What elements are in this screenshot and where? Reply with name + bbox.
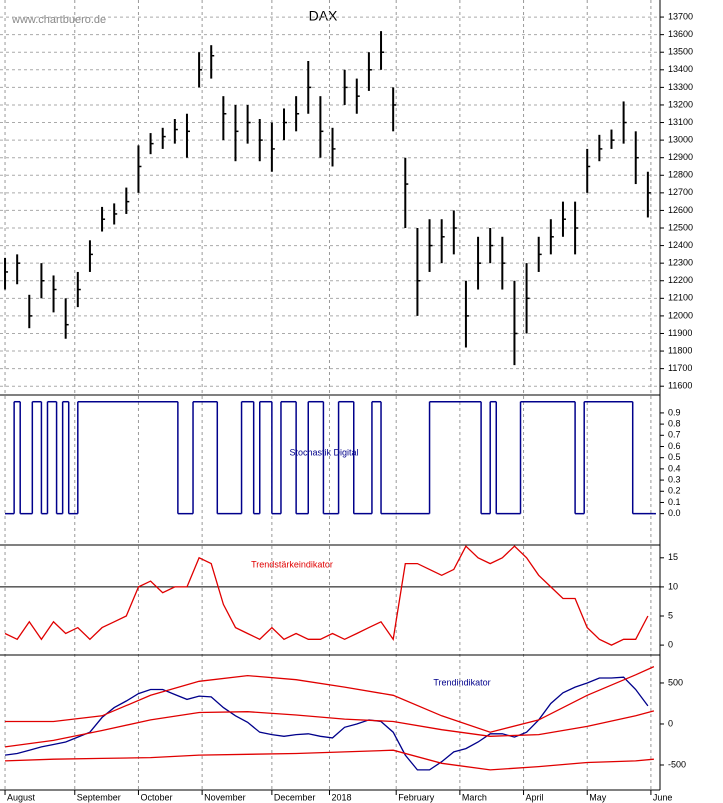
y-tick-label: 12200 xyxy=(668,275,693,285)
y-tick-label: 13100 xyxy=(668,117,693,127)
y-tick-label: 10 xyxy=(668,581,678,591)
series-line xyxy=(4,545,649,646)
panel-label: Trendindikator xyxy=(433,677,490,687)
y-tick-label: 12500 xyxy=(668,222,693,232)
series-line xyxy=(4,676,649,771)
source: www.chartbuero.de xyxy=(11,14,106,26)
y-tick-label: 0.1 xyxy=(668,497,681,507)
x-tick-label: October xyxy=(140,792,172,802)
chart-title: DAX xyxy=(309,8,338,24)
y-tick-label: 0.3 xyxy=(668,474,681,484)
series-line xyxy=(4,710,655,748)
y-tick-label: 12000 xyxy=(668,310,693,320)
y-tick-label: 0.0 xyxy=(668,508,681,518)
y-tick-label: 500 xyxy=(668,677,683,687)
panel-label: Trendstärkeindikator xyxy=(251,559,333,569)
x-tick-label: February xyxy=(398,792,435,802)
y-tick-label: 13500 xyxy=(668,47,693,57)
series-line xyxy=(5,666,655,733)
y-tick-label: 13600 xyxy=(668,29,693,39)
y-tick-label: 12700 xyxy=(668,187,693,197)
y-tick-label: 13400 xyxy=(668,64,693,74)
y-tick-label: 0.8 xyxy=(668,418,681,428)
y-tick-label: 0.5 xyxy=(668,452,681,462)
y-tick-label: 0 xyxy=(668,718,673,728)
x-tick-label: April xyxy=(526,792,544,802)
y-tick-label: 12900 xyxy=(668,152,693,162)
y-tick-label: 12100 xyxy=(668,293,693,303)
x-tick-label: 2018 xyxy=(331,792,351,802)
x-tick-label: June xyxy=(653,792,673,802)
y-tick-label: 12400 xyxy=(668,240,693,250)
y-tick-label: -500 xyxy=(668,759,686,769)
y-tick-label: 0.9 xyxy=(668,407,681,417)
x-tick-label: August xyxy=(7,792,36,802)
y-tick-label: 0 xyxy=(668,639,673,649)
y-tick-label: 5 xyxy=(668,610,673,620)
x-tick-label: December xyxy=(274,792,316,802)
y-tick-label: 0.6 xyxy=(668,441,681,451)
y-tick-label: 0.7 xyxy=(668,430,681,440)
y-tick-label: 13000 xyxy=(668,134,693,144)
series-line xyxy=(4,749,654,771)
x-tick-label: November xyxy=(204,792,246,802)
y-tick-label: 11600 xyxy=(668,381,692,391)
y-tick-label: 12300 xyxy=(668,258,693,268)
y-tick-label: 13300 xyxy=(668,82,693,92)
y-tick-label: 0.2 xyxy=(668,486,681,496)
y-tick-label: 13700 xyxy=(668,11,693,21)
y-tick-label: 11900 xyxy=(668,328,692,338)
y-tick-label: 11700 xyxy=(668,363,692,373)
y-tick-label: 13200 xyxy=(668,99,693,109)
y-tick-label: 11800 xyxy=(668,345,692,355)
y-tick-label: 15 xyxy=(668,552,678,562)
y-tick-label: 0.4 xyxy=(668,463,681,473)
y-tick-label: 12600 xyxy=(668,205,693,215)
x-tick-label: May xyxy=(589,792,607,802)
x-tick-label: March xyxy=(462,792,487,802)
y-tick-label: 12800 xyxy=(668,170,693,180)
x-tick-label: September xyxy=(77,792,121,802)
